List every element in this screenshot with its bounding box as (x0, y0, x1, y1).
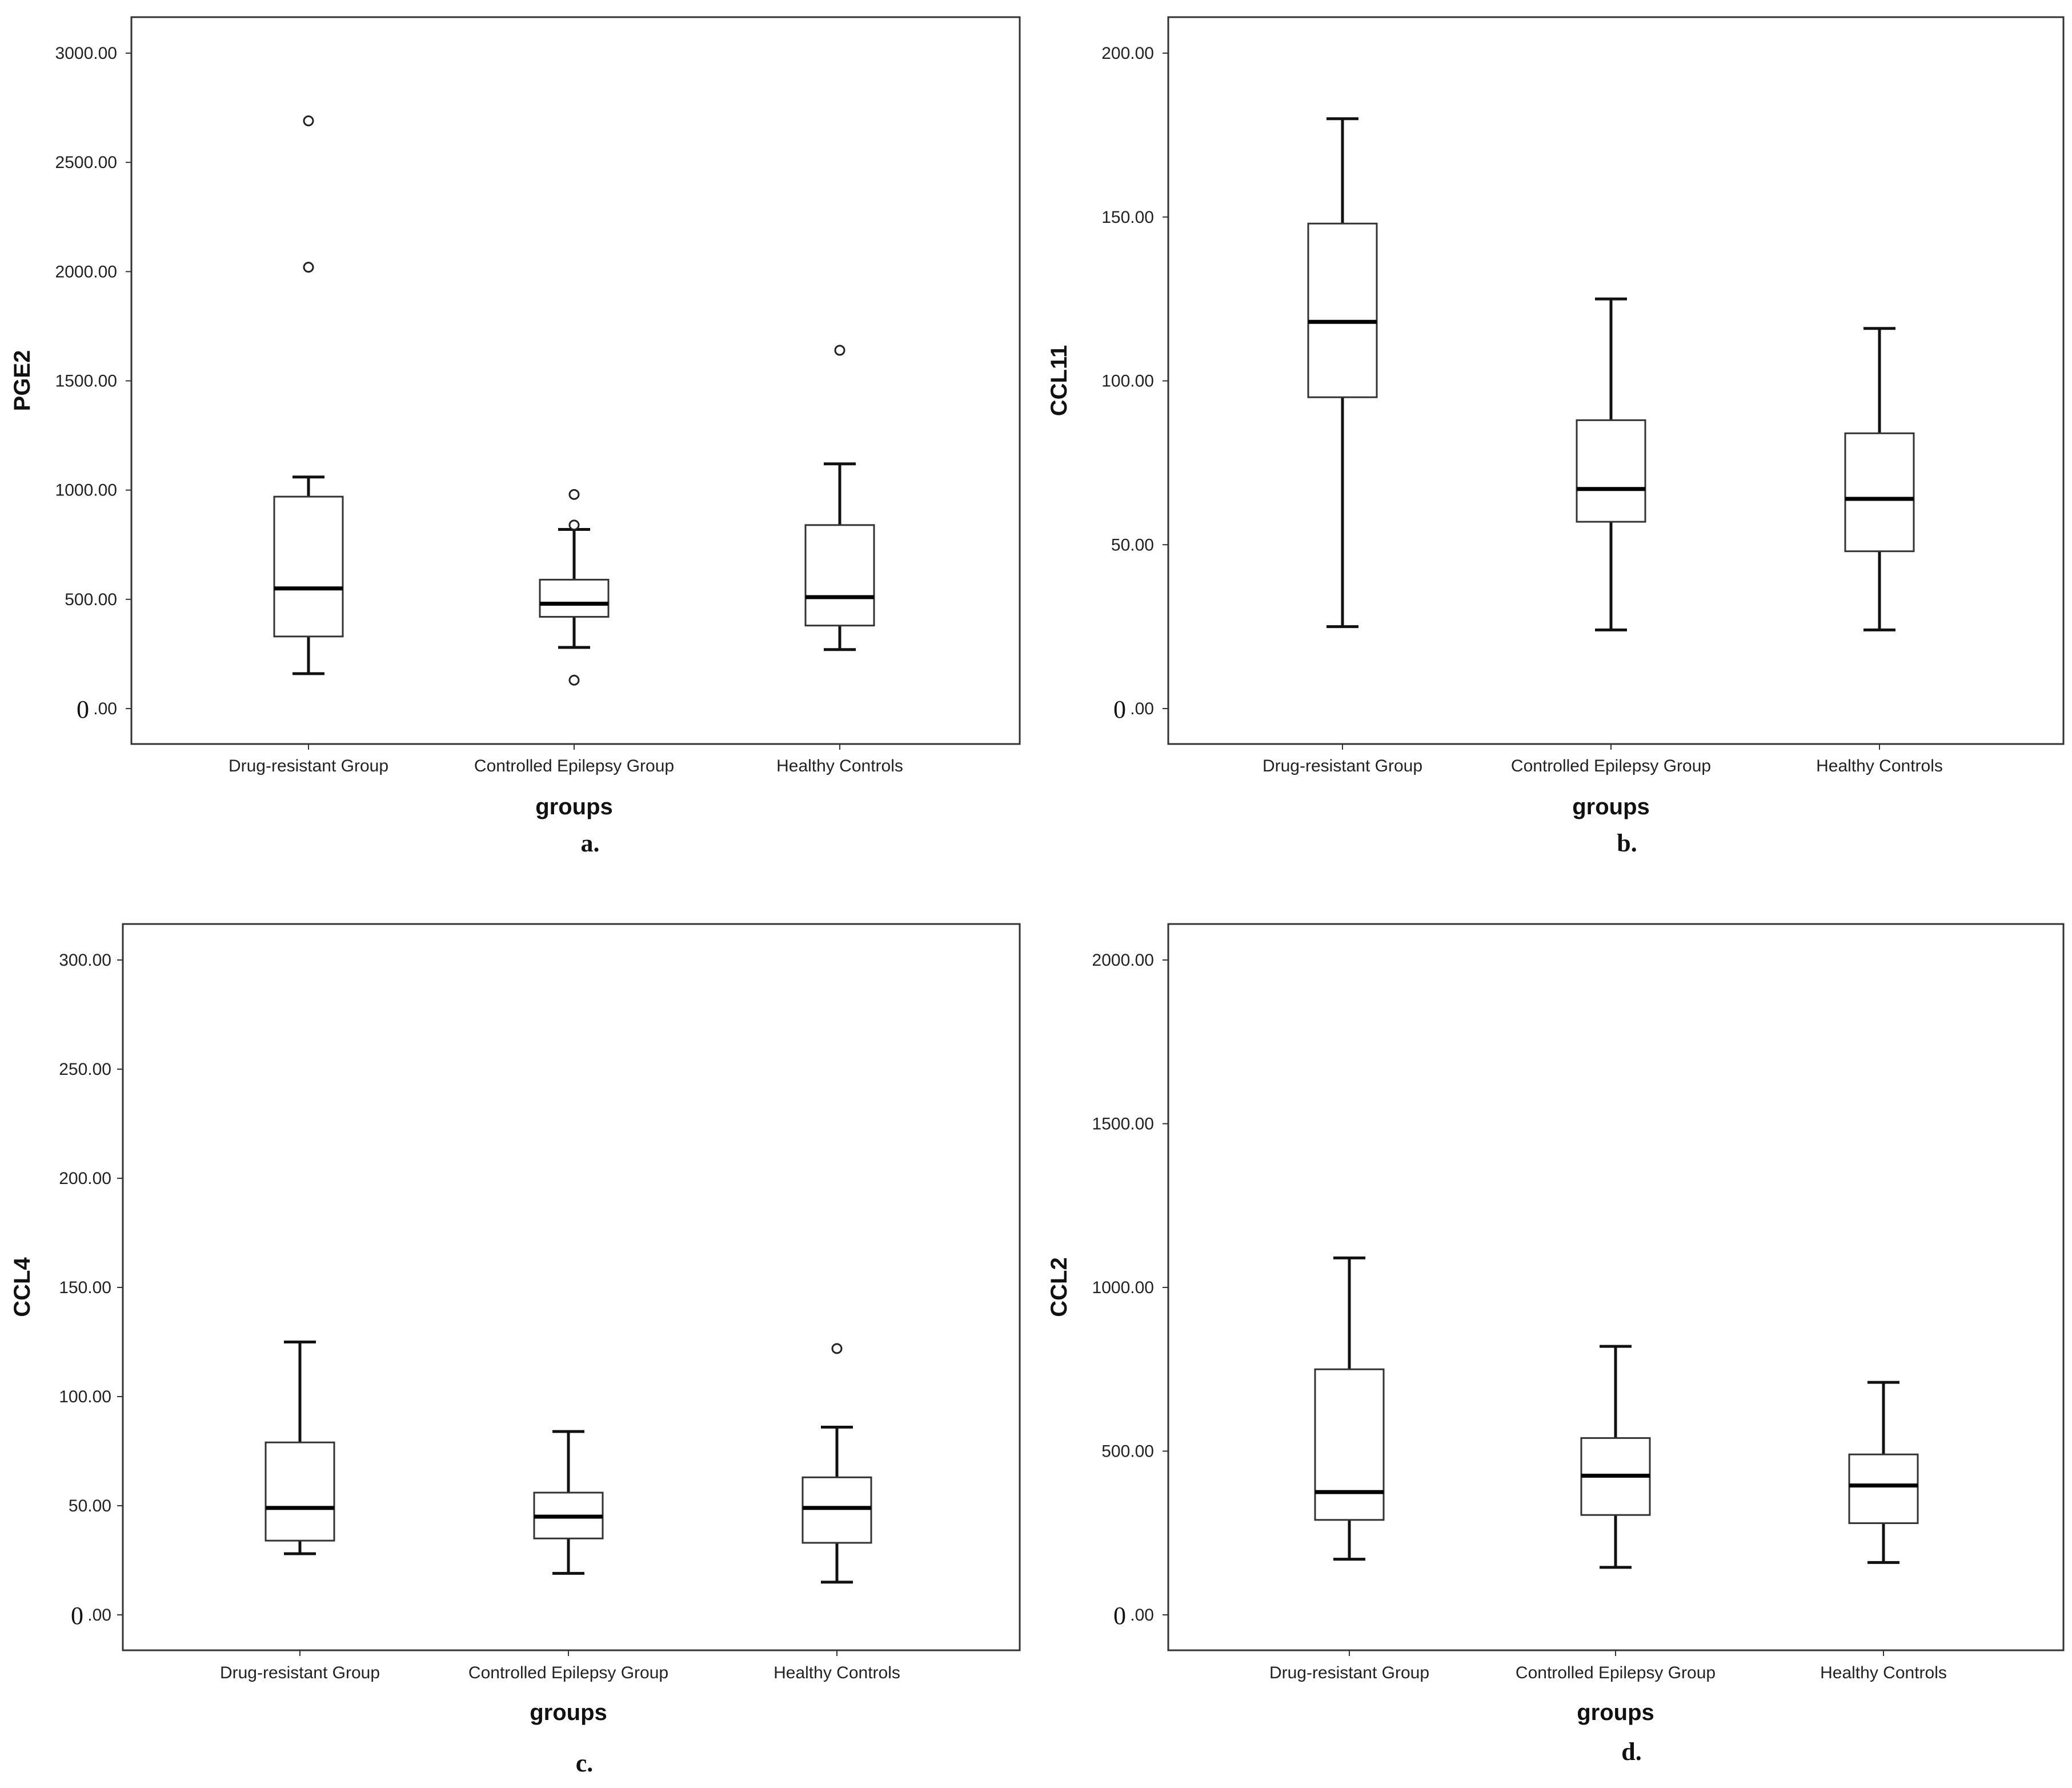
y-tick-label: 1000.00 (55, 481, 117, 500)
iqr-box (804, 524, 875, 627)
outlier-point (303, 262, 314, 273)
x-category-label: Healthy Controls (1816, 757, 1943, 775)
y-tick-label: 50.00 (1111, 535, 1154, 554)
x-axis-title: groups (535, 794, 613, 819)
chart-panel-c: 0.00 50.00 100.00 150.00 200.00 250.00 300.00 D… (10, 923, 1021, 1777)
y-tick-label: 1000.00 (1092, 1278, 1154, 1297)
box-drug-resistant-group (264, 1341, 335, 1555)
iqr-box (1307, 222, 1378, 398)
x-axis-title: groups (1572, 794, 1650, 819)
panel-label: c. (576, 1749, 594, 1777)
chart-panel-d: 0.00 500.00 1000.00 1500.00 2000.00 Drug-resi… (1047, 923, 2065, 1766)
x-category-label: Healthy Controls (774, 1663, 900, 1682)
box-healthy-controls (801, 1343, 872, 1584)
y-tick-label: .00 (1130, 699, 1154, 718)
y-tick-label: .00 (1130, 1606, 1154, 1625)
outlier-point (303, 115, 314, 127)
x-axis-title: groups (530, 1700, 607, 1725)
box-drug-resistant-group (1307, 117, 1378, 629)
y-tick-label: 100.00 (59, 1387, 111, 1406)
x-category-label: Drug-resistant Group (1263, 757, 1422, 775)
y-tick-label: 50.00 (69, 1497, 111, 1515)
x-category-label: Controlled Epilepsy Group (1511, 757, 1711, 775)
x-category-label: Drug-resistant Group (220, 1663, 380, 1682)
y-tick-zero-prefix: 0 (1113, 1602, 1126, 1630)
x-category-label: Drug-resistant Group (229, 757, 388, 775)
y-tick-label: 300.00 (59, 951, 111, 970)
box-drug-resistant-group (1314, 1256, 1385, 1561)
y-tick-label: 200.00 (59, 1169, 111, 1188)
panel-label: a. (581, 829, 600, 857)
iqr-box (801, 1476, 872, 1544)
x-category-label: Drug-resistant Group (1269, 1663, 1429, 1682)
outlier-point (834, 345, 845, 356)
x-category-label: Controlled Epilepsy Group (468, 1663, 668, 1682)
y-tick-label: 2000.00 (55, 262, 117, 281)
x-axis-title: groups (1577, 1700, 1654, 1725)
iqr-box (1314, 1368, 1385, 1521)
iqr-box (539, 578, 610, 618)
y-tick-label: .00 (93, 699, 117, 718)
iqr-box (264, 1441, 335, 1542)
panel-label: b. (1617, 829, 1637, 857)
x-category-label: Controlled Epilepsy Group (474, 757, 674, 775)
box-controlled-epilepsy-group (533, 1430, 604, 1575)
iqr-box (1844, 432, 1915, 553)
box-controlled-epilepsy-group (1580, 1345, 1651, 1569)
box-healthy-controls (804, 345, 875, 651)
box-healthy-controls (1844, 327, 1915, 631)
chart-panel-b: 0.00 50.00 100.00 150.00 200.00 Drug-resistan… (1047, 16, 2065, 857)
y-tick-label: 150.00 (59, 1278, 111, 1297)
outlier-point (568, 489, 580, 500)
x-category-label: Controlled Epilepsy Group (1516, 1663, 1716, 1682)
outlier-point (831, 1343, 843, 1354)
plot-frame (1167, 16, 2065, 745)
y-axis-title: CCL11 (1047, 345, 1072, 417)
y-tick-zero-prefix: 0 (77, 695, 89, 723)
y-axis-title: PGE2 (10, 350, 35, 411)
y-tick-zero-prefix: 0 (1113, 695, 1126, 723)
iqr-box (273, 495, 344, 638)
iqr-box (1848, 1453, 1919, 1525)
chart-panel-a: 0.00 500.00 1000.00 1500.00 2000.00 2500.00 30… (10, 16, 1021, 857)
panel-label: d. (1621, 1738, 1641, 1766)
box-controlled-epilepsy-group (1576, 297, 1646, 631)
iqr-box (1576, 419, 1646, 523)
y-axis-title: CCL4 (10, 1257, 35, 1317)
plot-frame (122, 923, 1021, 1651)
y-tick-label: 100.00 (1101, 372, 1154, 391)
box-controlled-epilepsy-group (539, 489, 610, 686)
y-axis-title: CCL2 (1047, 1257, 1072, 1317)
x-category-label: Healthy Controls (776, 757, 903, 775)
y-tick-label: 150.00 (1101, 208, 1154, 227)
outlier-point (568, 674, 580, 686)
y-tick-label: 250.00 (59, 1060, 111, 1079)
y-tick-label: 500.00 (65, 590, 117, 609)
box-healthy-controls (1848, 1381, 1919, 1564)
outlier-point (568, 519, 580, 531)
y-tick-label: 3000.00 (55, 44, 117, 63)
y-tick-label: 500.00 (1101, 1442, 1154, 1461)
x-category-label: Healthy Controls (1820, 1663, 1947, 1682)
y-tick-zero-prefix: 0 (71, 1602, 83, 1630)
y-tick-label: 200.00 (1101, 44, 1154, 63)
y-tick-label: .00 (87, 1606, 111, 1625)
y-tick-label: 2000.00 (1092, 951, 1154, 970)
y-tick-label: 1500.00 (1092, 1115, 1154, 1134)
box-drug-resistant-group (273, 115, 344, 675)
y-tick-label: 2500.00 (55, 153, 117, 172)
y-tick-label: 1500.00 (55, 372, 117, 391)
